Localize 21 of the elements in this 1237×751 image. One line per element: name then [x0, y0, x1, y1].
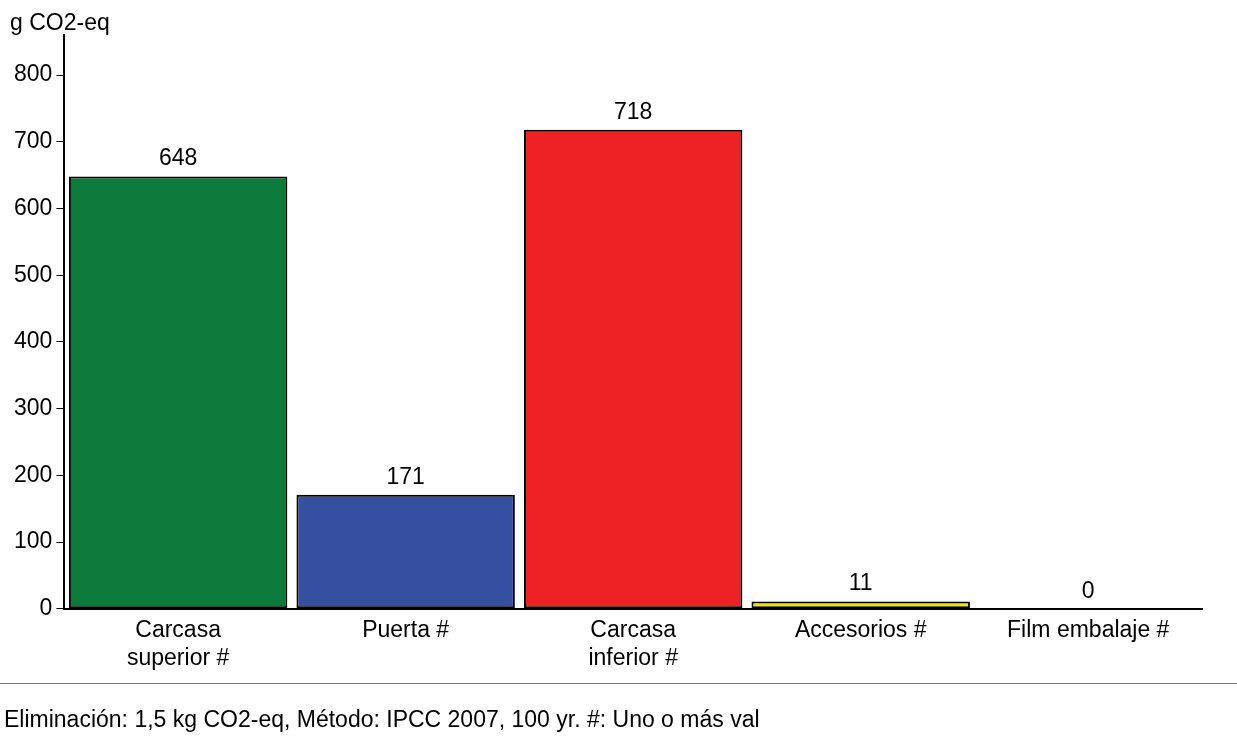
y-axis-title: g CO2-eq — [10, 8, 110, 35]
data-label: 171 — [386, 462, 425, 489]
x-tick-label: Carcasa superior # — [127, 615, 230, 670]
x-tick-label: Accesorios # — [794, 615, 927, 642]
y-tick-label: 200 — [14, 460, 53, 487]
y-tick-label: 100 — [14, 527, 53, 554]
x-tick-label: Puerta # — [362, 615, 450, 642]
y-tick-label: 300 — [14, 393, 53, 420]
text: Eliminación: 1,5 kg CO2-eq, Método: IPCC 2007, 100 yr. #: Uno o más val — [4, 706, 760, 733]
x-tick-label: Film embalaje # — [1007, 615, 1170, 642]
y-tick-label: 700 — [14, 127, 53, 154]
y-tick-label: 0 — [39, 594, 53, 621]
y-tick-label: 400 — [14, 327, 53, 354]
y-tick-label: 500 — [14, 260, 53, 287]
y-tick-label: 800 — [14, 60, 53, 87]
data-label: 718 — [614, 97, 653, 124]
data-label: 0 — [1081, 576, 1095, 603]
data-label: 11 — [848, 569, 873, 596]
x-tick-label: Carcasa inferior # — [588, 615, 679, 670]
y-tick-label: 600 — [14, 193, 53, 220]
data-label: 648 — [158, 144, 198, 171]
